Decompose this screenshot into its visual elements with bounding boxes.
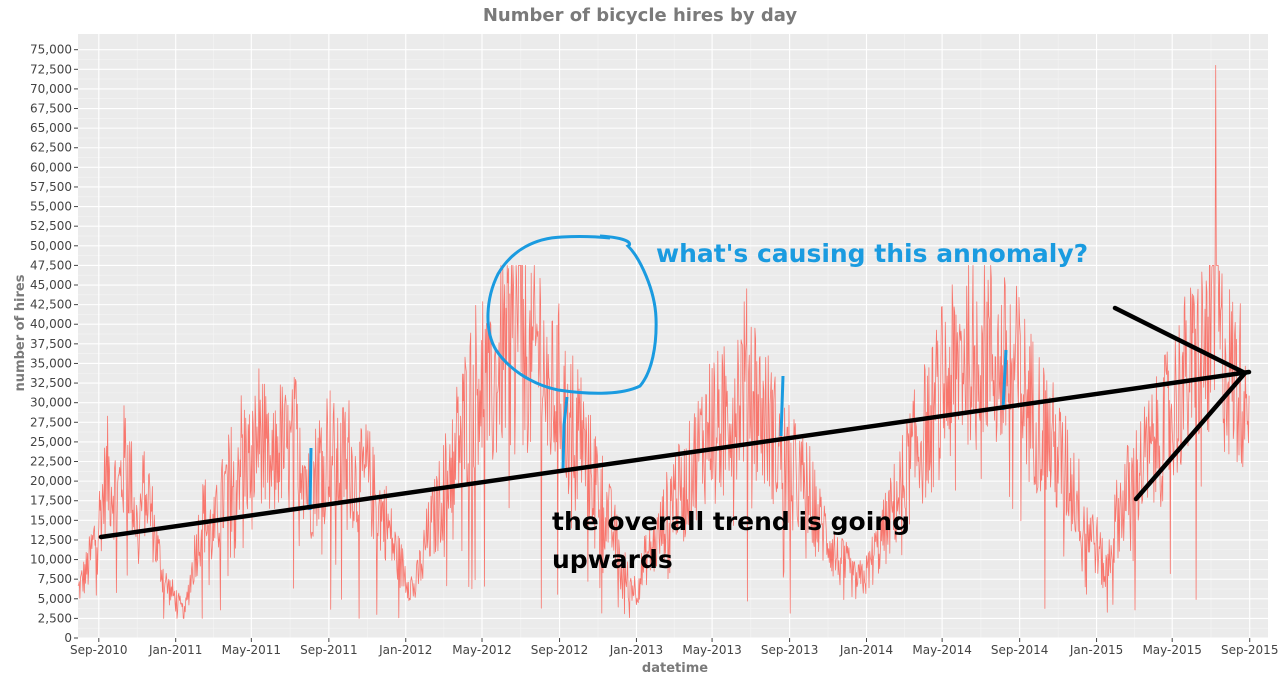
x-tick-label: Sep-2012 (531, 643, 589, 657)
x-tick-label: Sep-2014 (991, 643, 1049, 657)
y-tick-label: 60,000 (30, 160, 72, 174)
x-tick-label: Jan-2015 (1069, 643, 1123, 657)
trend-text-line1: the overall trend is going (552, 507, 910, 536)
x-tick-label: May-2012 (452, 643, 511, 657)
chart-title: Number of bicycle hires by day (483, 5, 798, 26)
x-tick-label: Sep-2015 (1221, 643, 1279, 657)
y-axis: 0 2,500 5,000 7,500 10,000 12,500 15,000 17,500… (30, 43, 78, 645)
y-tick-label: 47,500 (30, 258, 72, 272)
trend-arrow-head-lower (1133, 370, 1248, 502)
y-tick-label: 32,500 (30, 376, 72, 390)
series-line-0 (77, 65, 1250, 619)
x-tick-label: Jan-2012 (378, 643, 432, 657)
x-tick-label: Jan-2014 (839, 643, 893, 657)
y-tick-label: 0 (64, 631, 72, 645)
x-tick-label: Jan-2013 (609, 643, 663, 657)
y-tick-label: 37,500 (30, 337, 72, 351)
y-axis-title: number of hires (13, 274, 28, 391)
y-tick-label: 7,500 (38, 572, 72, 586)
x-tick-label: May-2014 (912, 643, 971, 657)
y-tick-label: 42,500 (30, 298, 72, 312)
y-tick-label: 2,500 (38, 611, 72, 625)
y-tick-label: 55,000 (30, 200, 72, 214)
y-tick-label: 12,500 (30, 533, 72, 547)
x-tick-label: Sep-2010 (70, 643, 128, 657)
trend-line-annotation (98, 369, 1252, 540)
plot-panel (78, 34, 1268, 638)
x-tick-label: May-2013 (682, 643, 741, 657)
x-tick-label: May-2015 (1142, 643, 1201, 657)
y-tick-label: 20,000 (30, 474, 72, 488)
y-tick-label: 5,000 (38, 592, 72, 606)
trend-arrow-head-upper (1112, 305, 1248, 376)
y-tick-label: 17,500 (30, 494, 72, 508)
x-tick-label: May-2011 (222, 643, 281, 657)
anomaly-stem-annotation (561, 396, 569, 471)
y-tick-label: 65,000 (30, 121, 72, 135)
x-tick-label: Sep-2013 (761, 643, 819, 657)
x-tick-label: Jan-2011 (148, 643, 202, 657)
y-tick-label: 52,500 (30, 219, 72, 233)
y-tick-label: 22,500 (30, 455, 72, 469)
grid-major (78, 34, 1268, 639)
trend-text-line2: upwards (552, 545, 673, 574)
y-tick-label: 62,500 (30, 141, 72, 155)
y-tick-label: 10,000 (30, 553, 72, 567)
anomaly-circle-annotation (486, 234, 658, 395)
y-tick-label: 70,000 (30, 82, 72, 96)
anomaly-question-text: what's causing this annomaly? (656, 239, 1088, 268)
y-tick-label: 75,000 (30, 43, 72, 57)
series-layer (77, 65, 1250, 619)
y-tick-label: 57,500 (30, 180, 72, 194)
y-tick-label: 50,000 (30, 239, 72, 253)
y-tick-label: 30,000 (30, 396, 72, 410)
y-tick-label: 35,000 (30, 356, 72, 370)
y-tick-label: 25,000 (30, 435, 72, 449)
x-axis: Sep-2010 Jan-2011 May-2011 Sep-2011 Jan-2012… (70, 638, 1278, 657)
y-tick-label: 40,000 (30, 317, 72, 331)
y-tick-label: 45,000 (30, 278, 72, 292)
y-tick-label: 72,500 (30, 62, 72, 76)
y-tick-label: 27,500 (30, 415, 72, 429)
blue-mark-2011 (308, 447, 313, 511)
y-tick-label: 15,000 (30, 513, 72, 527)
annotations-layer: what's causing this annomaly? the overal… (98, 234, 1252, 574)
blue-mark-2013 (779, 375, 785, 437)
x-tick-label: Sep-2011 (300, 643, 358, 657)
y-tick-label: 67,500 (30, 102, 72, 116)
x-axis-title: datetime (642, 661, 708, 676)
blue-mark-2014 (1001, 349, 1008, 411)
